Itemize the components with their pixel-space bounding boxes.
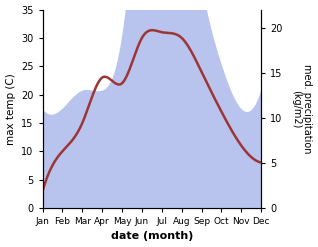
Y-axis label: med. precipitation
(kg/m2): med. precipitation (kg/m2)	[291, 64, 313, 153]
X-axis label: date (month): date (month)	[111, 231, 193, 242]
Y-axis label: max temp (C): max temp (C)	[5, 73, 16, 144]
